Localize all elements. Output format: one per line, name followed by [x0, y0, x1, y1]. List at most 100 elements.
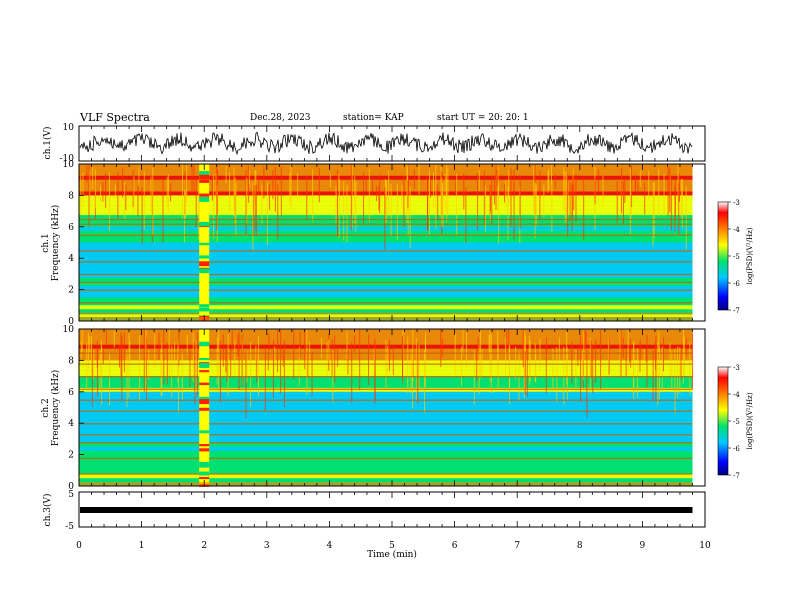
- spectrogram-streak: [146, 337, 148, 400]
- spectrogram-streak: [186, 165, 188, 203]
- spectrogram-streak: [566, 347, 568, 400]
- spectrogram-streak: [639, 170, 641, 187]
- spectrogram-streak: [274, 346, 276, 367]
- burst-segment: [199, 357, 210, 361]
- spectrogram-streak: [594, 179, 596, 205]
- spectrogram-streak: [683, 336, 685, 375]
- spectrogram-streak: [669, 166, 671, 213]
- burst-segment: [199, 242, 210, 246]
- spectrogram-streak: [583, 177, 585, 241]
- spectrogram-band: [79, 442, 693, 448]
- spectrogram-streak: [124, 182, 126, 220]
- spectrogram-streak: [354, 176, 356, 226]
- spectrogram-streak: [518, 351, 520, 401]
- spectrogram-streak: [226, 348, 228, 383]
- spectrogram-streak: [114, 184, 116, 198]
- ch2-spec-ylabel-channel: ch.2: [41, 398, 51, 417]
- spectrogram-streak: [359, 329, 361, 391]
- spectrogram-line: [79, 352, 693, 354]
- spectrogram-streak: [625, 349, 627, 377]
- spectrogram-streak: [671, 350, 673, 390]
- spectrogram-streak: [495, 165, 497, 211]
- spectrogram-streak: [622, 337, 624, 358]
- spectrogram-streak: [637, 181, 639, 196]
- burst-segment: [199, 307, 210, 312]
- spectrogram-streak: [535, 351, 537, 384]
- spectrogram-streak: [441, 338, 443, 357]
- spectrogram-band: [79, 164, 693, 169]
- spectrogram-streak: [246, 351, 248, 383]
- spectrogram-streak: [337, 347, 339, 367]
- spectrogram-streak: [410, 349, 412, 394]
- y-tick-label: 4: [68, 254, 74, 264]
- spectrogram-band: [79, 258, 693, 263]
- spectrogram-streak: [120, 332, 122, 378]
- spectrogram-streak: [515, 346, 517, 380]
- spectrogram-streak: [680, 178, 682, 217]
- ch1-waveform-line: [79, 131, 693, 156]
- spectrogram-streak: [227, 334, 229, 397]
- spectrogram-streak: [139, 335, 141, 402]
- spectrogram-streak: [678, 173, 680, 202]
- spectrogram-line: [79, 434, 693, 436]
- spectrogram-band: [79, 329, 693, 334]
- y-tick-label: 8: [68, 356, 74, 366]
- spectrogram-streak: [392, 345, 394, 376]
- spectrogram-streak: [255, 183, 257, 237]
- spectrogram-streak: [337, 169, 339, 238]
- spectrogram-streak: [99, 350, 101, 388]
- spectrogram-streak: [213, 175, 215, 239]
- spectrogram-streak: [566, 172, 568, 222]
- burst-segment: [199, 430, 210, 434]
- spectrogram-streak: [252, 182, 254, 250]
- spectrogram-streak: [427, 178, 429, 231]
- spectrogram-band: [79, 474, 693, 479]
- spectrogram-band: [79, 415, 693, 420]
- spectrogram-streak: [465, 329, 467, 370]
- spectrogram-streak: [258, 335, 260, 397]
- spectrogram-line: [79, 218, 693, 221]
- colorbar-tick-label: -3: [733, 364, 740, 372]
- spectrogram-streak: [91, 343, 93, 407]
- spectrogram-streak: [245, 352, 247, 419]
- spectrogram-streak: [389, 339, 391, 372]
- spectrogram-streak: [385, 180, 387, 223]
- spectrogram-line: [79, 281, 693, 283]
- spectrogram-streak: [528, 335, 530, 386]
- spectrogram-streak: [575, 349, 577, 393]
- spectrogram-streak: [415, 338, 417, 401]
- spectrogram-band: [79, 434, 693, 440]
- spectrogram-streak: [283, 340, 285, 407]
- spectrogram-band: [79, 175, 693, 181]
- spectrogram-streak: [513, 183, 515, 240]
- burst-segment: [199, 221, 210, 227]
- spectrogram-streak: [497, 167, 499, 211]
- spectrogram-streak: [430, 180, 432, 198]
- ch1-wave-ytick-top: 10: [63, 123, 75, 133]
- spectrogram-streak: [505, 180, 507, 208]
- spectrogram-streak: [346, 331, 348, 360]
- spectrogram-streak: [88, 165, 90, 227]
- y-tick-label: 6: [68, 223, 74, 233]
- spectrogram-streak: [249, 170, 251, 188]
- spectrogram-streak: [653, 182, 655, 238]
- spectrogram-streak: [247, 165, 249, 187]
- burst-segment: [199, 304, 210, 308]
- spectrogram-streak: [621, 167, 623, 214]
- spectrogram-streak: [506, 329, 508, 353]
- colorbar-label: log(PSD)(V²/Hz): [746, 227, 754, 284]
- burst-segment: [199, 462, 210, 468]
- spectrogram-streak: [503, 183, 505, 203]
- spectrogram-line: [79, 302, 693, 304]
- spectrogram-streak: [645, 348, 647, 362]
- spectrogram-streak: [215, 174, 217, 198]
- spectrogram-streak: [171, 345, 173, 398]
- spectrogram-streak: [552, 348, 554, 390]
- burst-segment: [199, 477, 210, 480]
- spectrogram-streak: [580, 336, 582, 403]
- spectrogram-streak: [545, 343, 547, 394]
- spectrogram-streak: [350, 164, 352, 231]
- spectrogram-streak: [198, 179, 200, 240]
- spectrogram-streak: [639, 348, 641, 373]
- spectrogram-streak: [338, 179, 340, 238]
